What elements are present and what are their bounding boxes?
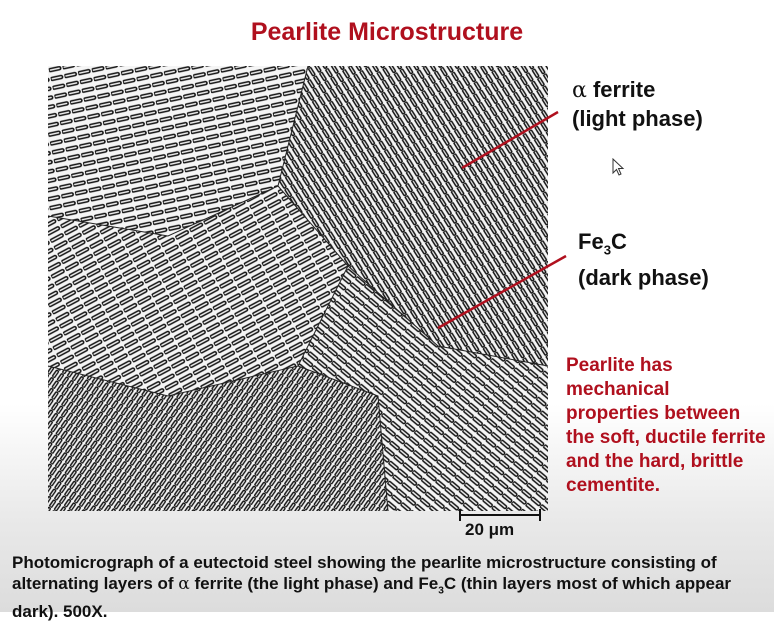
cementite-fe: Fe xyxy=(578,229,604,254)
ferrite-phase: (light phase) xyxy=(572,106,703,131)
cementite-c: C xyxy=(611,229,627,254)
cementite-phase: (dark phase) xyxy=(578,265,709,291)
cementite-label: Fe3C (dark phase) xyxy=(578,228,709,292)
scale-bar-label: 20 μm xyxy=(465,520,515,539)
figure-caption: Photomicrograph of a eutectoid steel sho… xyxy=(12,552,772,622)
pearlite-note: Pearlite has mechanical properties betwe… xyxy=(566,355,766,496)
slide-title: Pearlite Microstructure xyxy=(250,18,524,46)
mouse-cursor-icon xyxy=(612,158,625,176)
scale-bar xyxy=(459,509,541,521)
ferrite-word: ferrite xyxy=(586,77,656,102)
caption-part2: ferrite (the light phase) and Fe xyxy=(189,574,439,593)
caption-subscript: 3 xyxy=(438,585,444,597)
alpha-symbol: α xyxy=(572,78,587,103)
pearlite-micrograph xyxy=(48,66,548,511)
ferrite-label: α ferrite (light phase) xyxy=(572,76,703,133)
cementite-subscript: 3 xyxy=(603,242,612,258)
caption-part1: Photomicrograph of a eutectoid steel sho… xyxy=(12,553,717,593)
caption-alpha: α xyxy=(178,574,190,594)
